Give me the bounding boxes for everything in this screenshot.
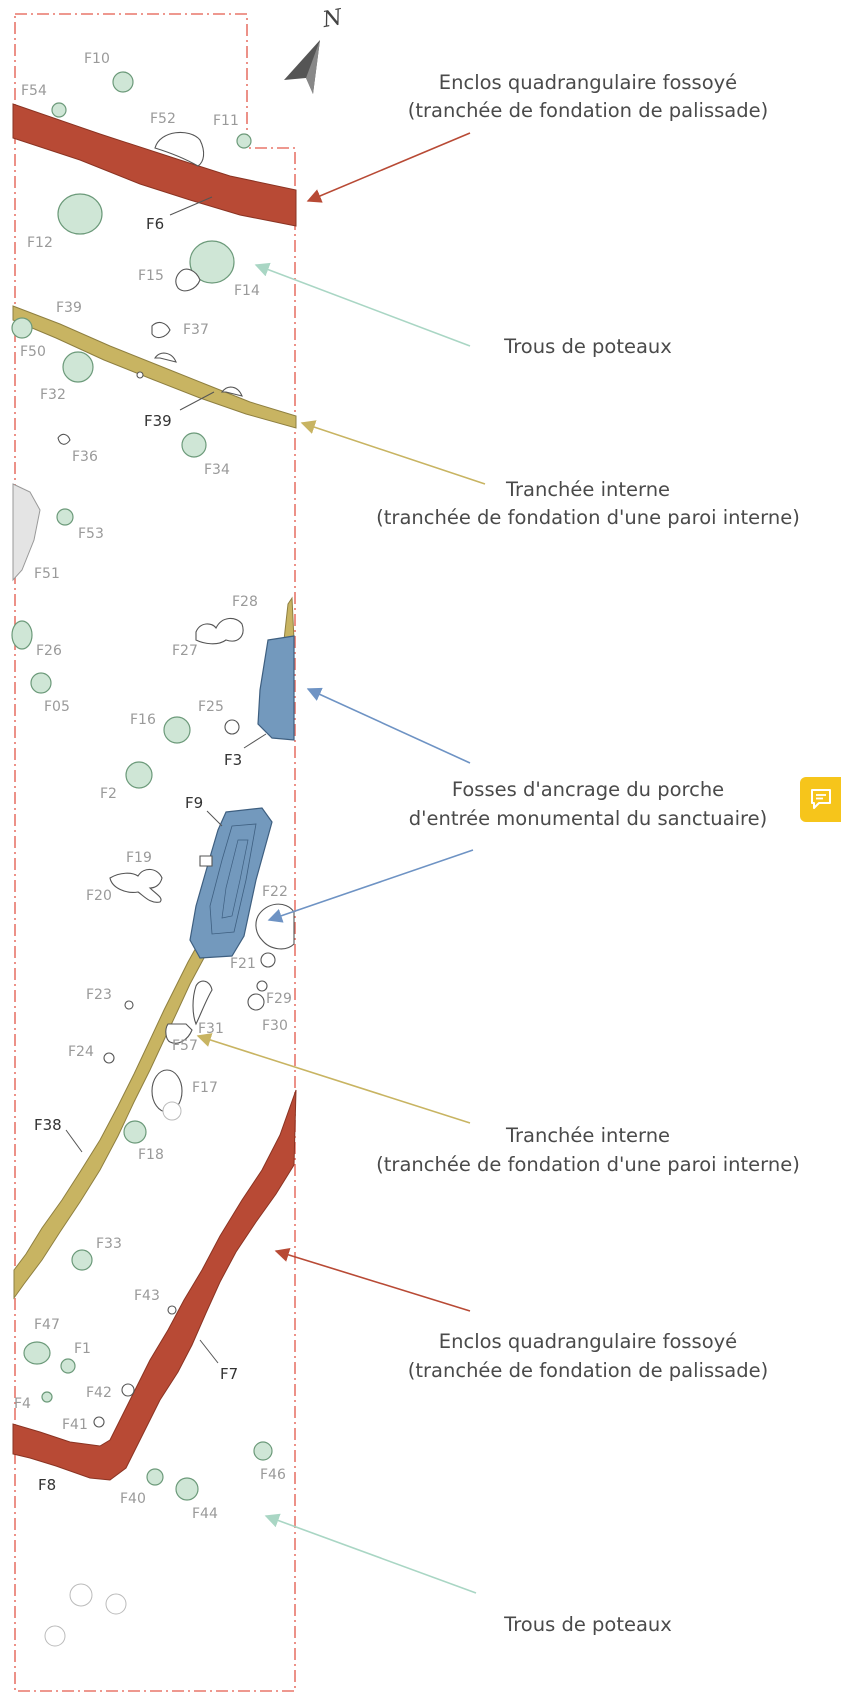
annotation-fosses-line1: Fosses d'ancrage du porche	[452, 778, 724, 801]
arrow-fosses-f3	[306, 687, 471, 764]
feature-label: F05	[44, 699, 70, 715]
feature-f51	[12, 483, 41, 582]
feature-label: F17	[192, 1080, 218, 1096]
feature-label: F42	[86, 1385, 112, 1401]
internal-trench-stub	[283, 596, 295, 641]
annotation-fosses-line2: d'entrée monumental du sanctuaire)	[409, 807, 767, 830]
annotation-enclos-bottom-line2: (tranchée de fondation de palissade)	[408, 1359, 768, 1382]
internal-trench-f38	[13, 942, 205, 1300]
feature-label: F32	[40, 387, 66, 403]
feature-label: F41	[62, 1417, 88, 1433]
feature-label: F10	[84, 51, 110, 67]
feature-label: F7	[220, 1365, 238, 1383]
feature-label: F22	[262, 884, 288, 900]
feature-label: F54	[21, 83, 47, 99]
feature-label: F9	[185, 794, 203, 812]
feature-label: F43	[134, 1288, 160, 1304]
palisade-trench-f6	[12, 103, 297, 227]
north-arrow-icon: N	[284, 5, 345, 94]
feature-label: F25	[198, 699, 224, 715]
excavation-limit	[14, 13, 296, 1692]
internal-trench-f39	[12, 305, 297, 429]
feature-label: F39	[144, 412, 172, 430]
feature-label: F28	[232, 594, 258, 610]
feature-label: F18	[138, 1147, 164, 1163]
feature-label: F24	[68, 1044, 94, 1060]
feature-label: F27	[172, 643, 198, 659]
feature-label: F50	[20, 344, 46, 360]
feature-label: F3	[224, 751, 242, 769]
arrow-tranchee-top	[300, 420, 486, 485]
annotation-enclos-bottom-line1: Enclos quadrangulaire fossoyé	[439, 1330, 737, 1353]
feature-label: F47	[34, 1317, 60, 1333]
annotation-tranchee-top-line2: (tranchée de fondation d'une paroi inter…	[376, 506, 800, 529]
feature-label: F16	[130, 712, 156, 728]
annotation-tranchee-top-line1: Tranchée interne	[505, 478, 670, 501]
feature-label: F12	[27, 235, 53, 251]
post-holes	[11, 71, 273, 1501]
feature-label: F11	[213, 113, 239, 129]
arrow-fosses-f22	[267, 849, 474, 923]
palisade-trench-f7-f8	[12, 1089, 297, 1481]
annotation-enclos-top-line1: Enclos quadrangulaire fossoyé	[439, 71, 737, 94]
feature-label: F31	[198, 1021, 224, 1037]
feature-label: F14	[234, 283, 260, 299]
porch-pit-f3	[257, 635, 295, 741]
annotation-trous-bottom: Trous de poteaux	[503, 1613, 672, 1636]
feature-label: F51	[34, 566, 60, 582]
annotation-enclos-top-line2: (tranchée de fondation de palissade)	[408, 99, 768, 122]
arrow-enclos-bottom	[274, 1247, 471, 1312]
annotation-trous-top: Trous de poteaux	[503, 335, 672, 358]
feature-label: F19	[126, 850, 152, 866]
feature-label: F33	[96, 1236, 122, 1252]
feature-label: F21	[230, 956, 256, 972]
feature-label: F40	[120, 1491, 146, 1507]
feature-label: F15	[138, 268, 164, 284]
feature-label: F44	[192, 1506, 218, 1522]
feature-label: F39	[56, 300, 82, 316]
feature-label: F57	[172, 1038, 198, 1054]
annotation-tranchee-bottom-line2: (tranchée de fondation d'une paroi inter…	[376, 1153, 800, 1176]
feature-label: F36	[72, 449, 98, 465]
feature-label: F6	[146, 215, 164, 233]
feature-label: F4	[14, 1396, 31, 1412]
arrow-enclos-top	[306, 132, 471, 203]
feature-label: F37	[183, 322, 209, 338]
feature-label: F23	[86, 987, 112, 1003]
feature-label: F29	[266, 991, 292, 1007]
feature-label: F38	[34, 1116, 62, 1134]
annotation-tranchee-bottom-line1: Tranchée interne	[505, 1124, 670, 1147]
feature-label: F8	[38, 1476, 56, 1494]
arrow-trous-bottom	[264, 1513, 477, 1594]
comment-icon	[811, 789, 831, 809]
comment-button[interactable]	[800, 777, 841, 822]
feature-label: F20	[86, 888, 112, 904]
arrow-tranchee-bottom	[196, 1033, 471, 1124]
arrow-trous-top	[254, 262, 471, 347]
feature-label: F52	[150, 111, 176, 127]
north-label: N	[320, 5, 345, 33]
feature-label: F26	[36, 643, 62, 659]
feature-label: F2	[100, 786, 117, 802]
feature-label: F34	[204, 462, 230, 478]
feature-label: F46	[260, 1467, 286, 1483]
feature-label: F53	[78, 526, 104, 542]
feature-label: F1	[74, 1341, 91, 1357]
feature-label: F30	[262, 1018, 288, 1034]
